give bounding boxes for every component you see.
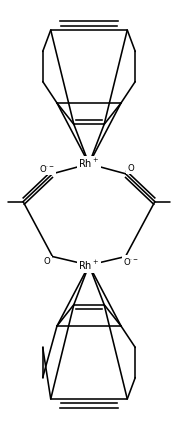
Text: O$^{·-}$: O$^{·-}$ <box>39 163 55 174</box>
Text: Rh$^+$: Rh$^+$ <box>78 157 100 170</box>
Text: O$^{·-}$: O$^{·-}$ <box>123 256 139 267</box>
Text: O: O <box>127 164 134 173</box>
Text: O: O <box>44 257 51 266</box>
Text: Rh$^+$: Rh$^+$ <box>78 259 100 272</box>
